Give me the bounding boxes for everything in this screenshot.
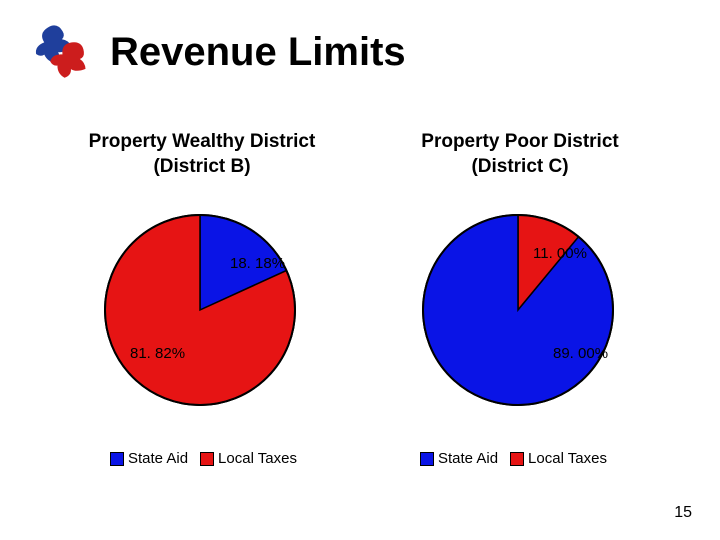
pie-charts-svg bbox=[0, 0, 720, 540]
pie-slice-label: 81. 82% bbox=[130, 345, 185, 362]
legend-item: State Aid bbox=[110, 450, 188, 467]
pie-slice-label: 11. 00% bbox=[533, 245, 587, 262]
legend-right: State Aid Local Taxes bbox=[420, 450, 607, 467]
page-number: 15 bbox=[674, 504, 692, 522]
legend-label: Local Taxes bbox=[528, 450, 607, 467]
legend-swatch bbox=[510, 452, 524, 466]
legend-item: Local Taxes bbox=[200, 450, 297, 467]
legend-item: Local Taxes bbox=[510, 450, 607, 467]
legend-swatch bbox=[420, 452, 434, 466]
legend-label: State Aid bbox=[438, 450, 498, 467]
legend-label: Local Taxes bbox=[218, 450, 297, 467]
legend-item: State Aid bbox=[420, 450, 498, 467]
pie-slice-label: 18. 18% bbox=[230, 255, 285, 272]
slide: Revenue Limits Property Wealthy District… bbox=[0, 0, 720, 540]
legend-swatch bbox=[200, 452, 214, 466]
legend-swatch bbox=[110, 452, 124, 466]
legend-left: State Aid Local Taxes bbox=[110, 450, 297, 467]
pie-slice-label: 89. 00% bbox=[553, 345, 608, 362]
legend-label: State Aid bbox=[128, 450, 188, 467]
